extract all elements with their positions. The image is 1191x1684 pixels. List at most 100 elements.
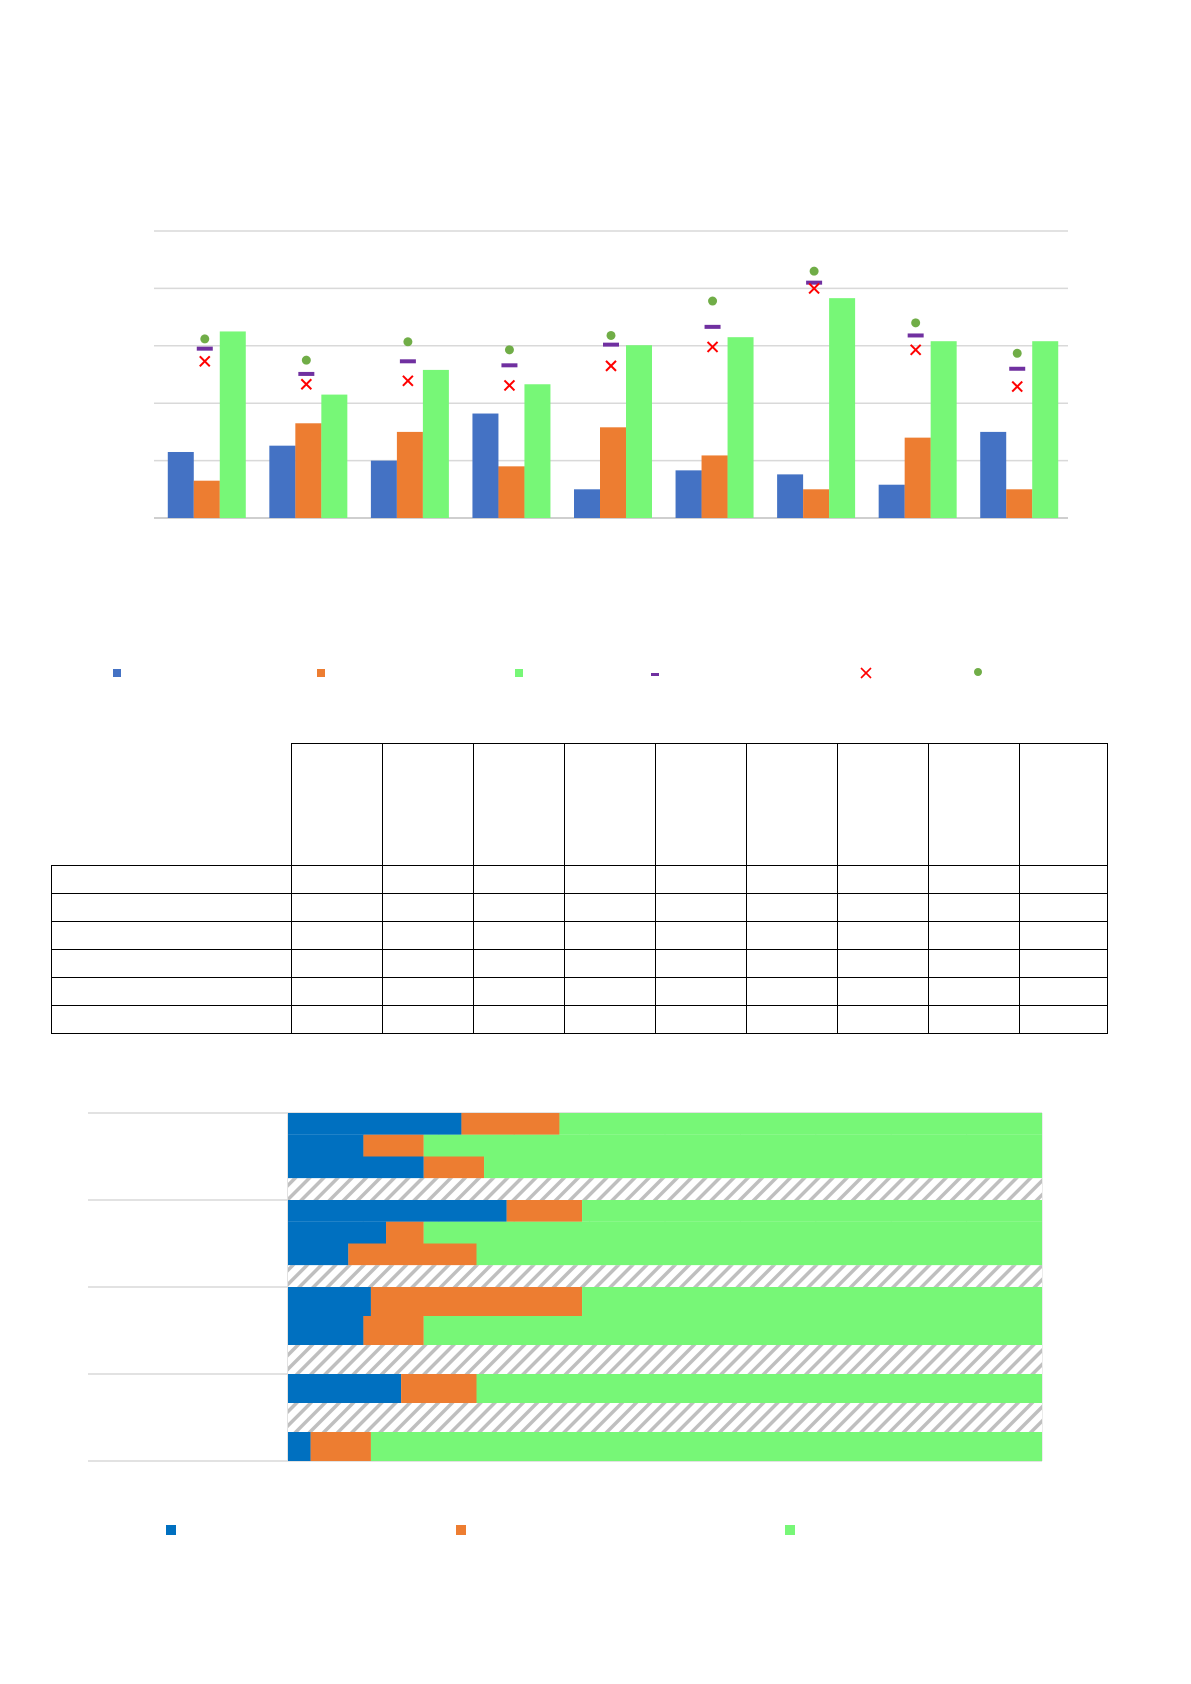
bar-segment (363, 1316, 424, 1345)
table-cell (382, 977, 474, 1006)
bar (904, 437, 931, 518)
table-cell (473, 921, 565, 950)
bar (167, 451, 194, 518)
bar-segment (288, 1113, 462, 1135)
bar (829, 298, 856, 518)
bar-segment (386, 1221, 424, 1244)
bar-segment (288, 1432, 311, 1461)
bar-segment (423, 1134, 1043, 1157)
dot-marker (606, 330, 616, 340)
legend-entry (113, 669, 121, 677)
table-row-label (51, 865, 292, 894)
x-marker (808, 282, 820, 295)
table-cell (564, 921, 656, 950)
table-cell (746, 977, 838, 1006)
table-row (51, 949, 1108, 978)
table-cell (291, 893, 383, 922)
mean-marker (501, 363, 518, 368)
bar (321, 394, 348, 518)
legend-swatch (515, 669, 523, 677)
table-row (51, 1005, 1108, 1034)
legend-entry (515, 669, 523, 677)
table-cell (655, 977, 747, 1006)
table-cell (928, 865, 1020, 894)
table-row-label (51, 1005, 292, 1034)
bar-segment (423, 1221, 1043, 1244)
mean-marker (907, 333, 924, 338)
bar-segment (461, 1113, 560, 1135)
column-chart (154, 230, 1068, 519)
legend-swatch (456, 1525, 466, 1535)
bar-segment (288, 1134, 364, 1157)
table-cell (1019, 949, 1108, 978)
table-row (51, 893, 1108, 922)
legend-swatch (860, 667, 872, 679)
legend-entry (166, 1525, 176, 1535)
x-marker (605, 360, 617, 372)
table-cell (382, 921, 474, 950)
bar (370, 460, 397, 518)
table-cell (473, 865, 565, 894)
bar (980, 431, 1007, 518)
table-header-cell (564, 743, 656, 866)
table-cell (382, 1005, 474, 1034)
bar-segment (401, 1374, 477, 1403)
table-cell (746, 893, 838, 922)
bar-segment (348, 1243, 477, 1266)
bar-segment (582, 1200, 1042, 1222)
hatched-bar (288, 1265, 1042, 1287)
table-row (51, 865, 1108, 894)
table-cell (291, 921, 383, 950)
table-cell (382, 949, 474, 978)
bar-segment (370, 1432, 1042, 1461)
table-header-cell (1019, 743, 1108, 866)
table-cell (564, 977, 656, 1006)
table-cell (837, 1005, 929, 1034)
bar (396, 431, 423, 518)
table-row (51, 921, 1108, 950)
bar (1006, 489, 1033, 518)
bar-segment (288, 1200, 507, 1222)
data-table (51, 743, 1108, 1034)
dot-marker (1012, 348, 1022, 358)
dot-marker (403, 337, 413, 347)
legend-entry (317, 669, 325, 677)
table-header-row (52, 743, 1108, 866)
bar-segment (484, 1156, 1042, 1179)
table-cell (655, 865, 747, 894)
table-cell (473, 977, 565, 1006)
table-corner (52, 744, 292, 866)
table-cell (1019, 1005, 1108, 1034)
table-row-label (51, 949, 292, 978)
bar-segment (559, 1113, 1042, 1135)
table-cell (655, 949, 747, 978)
dot-marker (200, 334, 210, 344)
bar-segment (423, 1316, 1043, 1345)
table-row-label (51, 921, 292, 950)
table-cell (1019, 893, 1108, 922)
hatched-bar (288, 1345, 1042, 1374)
mean-marker (399, 359, 416, 364)
legend-swatch (785, 1525, 795, 1535)
table-cell (291, 949, 383, 978)
table-cell (1019, 921, 1108, 950)
bar (295, 423, 322, 518)
bar (422, 369, 449, 518)
table-cell (837, 949, 929, 978)
x-marker (1011, 380, 1023, 393)
table-cell (564, 893, 656, 922)
table-cell (837, 921, 929, 950)
bar-segment (288, 1221, 387, 1244)
table-cell (837, 893, 929, 922)
bar-segment (288, 1243, 349, 1266)
dot-marker (809, 266, 819, 276)
dot-marker (708, 296, 718, 306)
bar (524, 384, 551, 518)
table-cell (1019, 865, 1108, 894)
x-marker (909, 344, 922, 356)
x-marker (199, 355, 211, 368)
bar-segment (363, 1134, 424, 1157)
bar (803, 489, 830, 518)
table-cell (837, 865, 929, 894)
legend-swatch (651, 673, 659, 676)
